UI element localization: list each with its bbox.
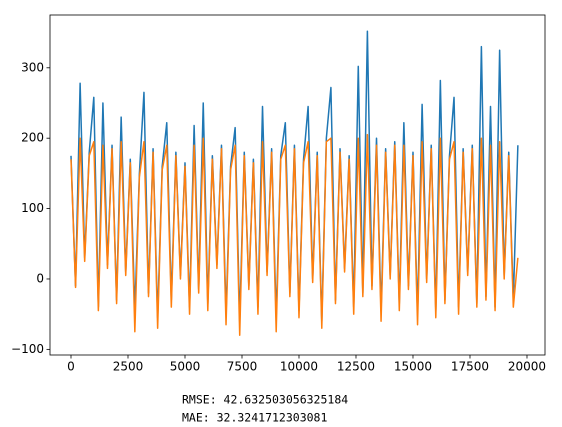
y-tick-label: 0 — [36, 271, 44, 285]
y-tick-label: −100 — [11, 342, 44, 356]
x-tick-label: 15000 — [394, 360, 432, 374]
x-tick-label: 2500 — [113, 360, 144, 374]
mae-annotation: MAE: 32.3241712303081 — [182, 411, 327, 425]
x-tick-label: 10000 — [280, 360, 318, 374]
x-tick-label: 5000 — [170, 360, 201, 374]
x-tick-label: 0 — [67, 360, 75, 374]
y-tick-label: 100 — [21, 201, 44, 215]
y-tick-label: 200 — [21, 131, 44, 145]
data-line — [70, 133, 519, 337]
x-tick-label: 20000 — [508, 360, 546, 374]
rmse-annotation: RMSE: 42.632503056325184 — [182, 393, 348, 407]
x-tick-label: 7500 — [227, 360, 258, 374]
y-tick-label: 300 — [21, 60, 44, 74]
x-tick-label: 17500 — [451, 360, 489, 374]
x-tick-label: 12500 — [337, 360, 375, 374]
axes-frame — [49, 14, 546, 356]
